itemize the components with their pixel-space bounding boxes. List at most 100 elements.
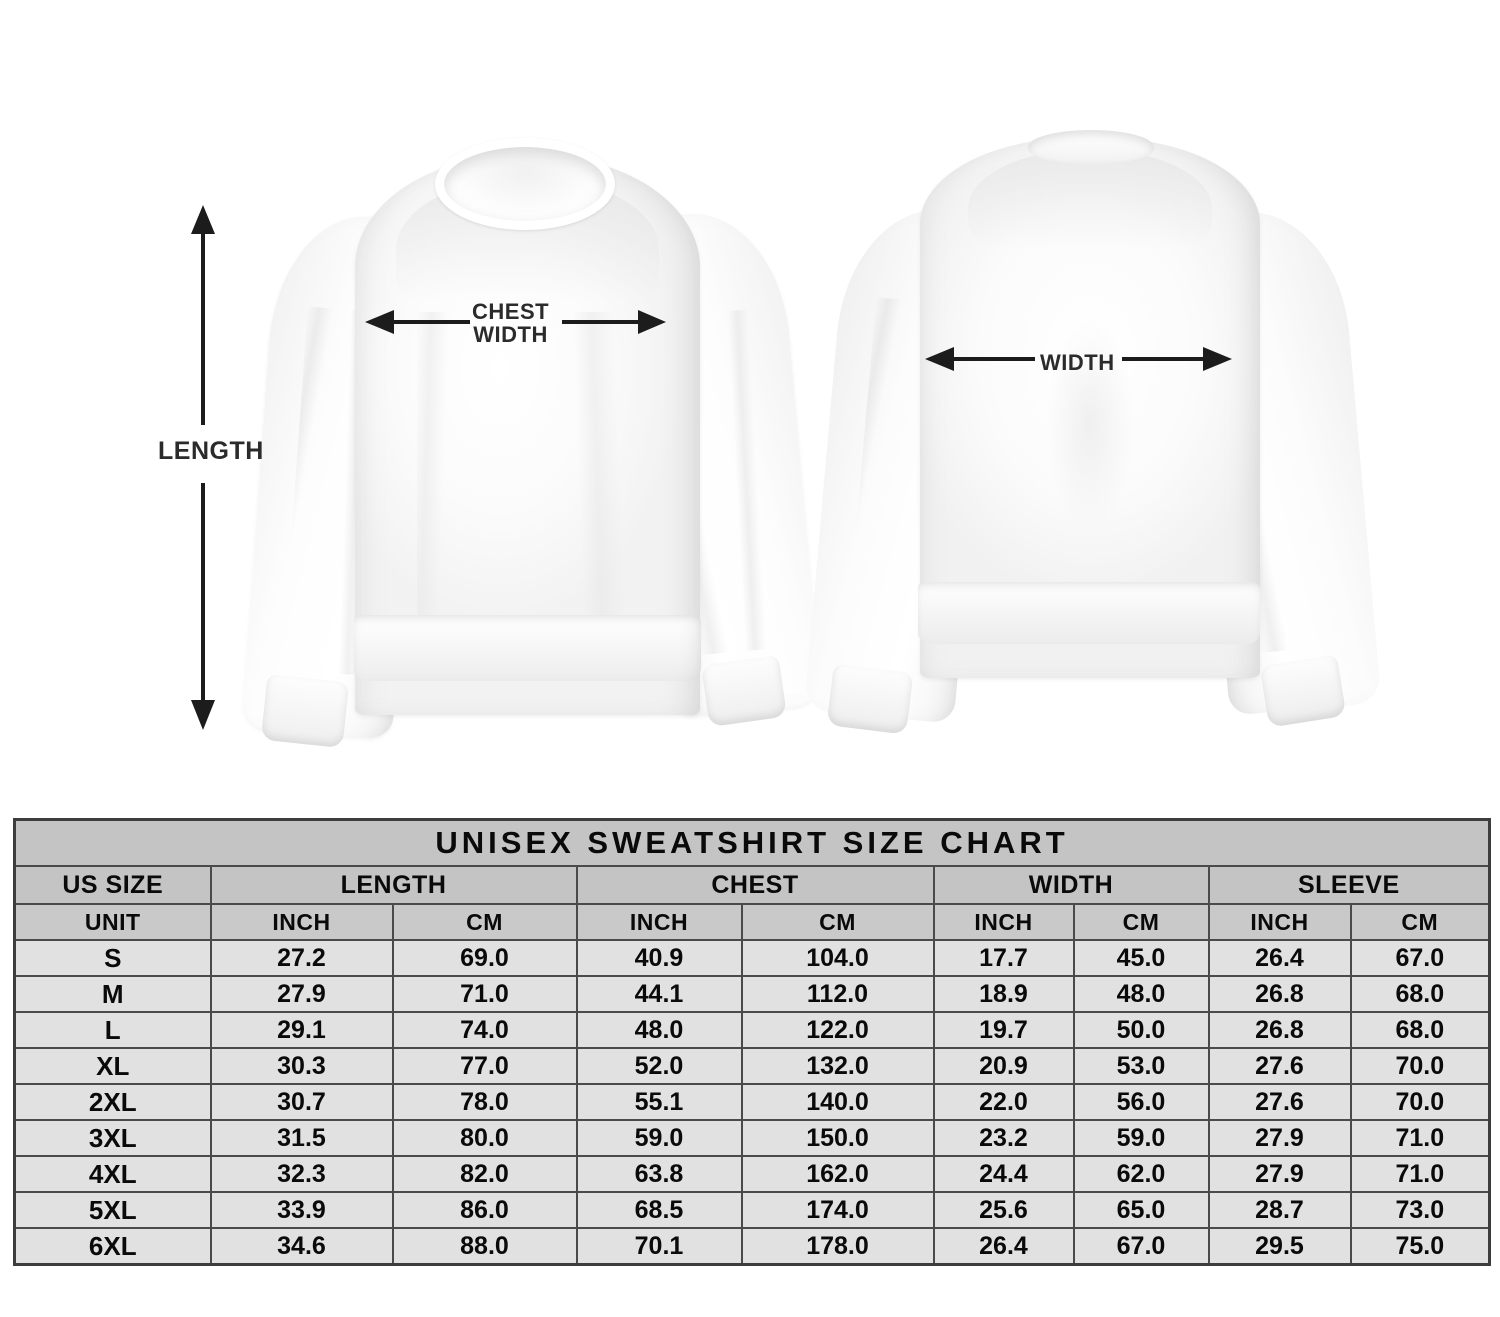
sweatshirt-back-view [804, 120, 1382, 740]
cell-length-cm: 86.0 [391, 1191, 578, 1229]
cell-length-cm: 80.0 [391, 1119, 578, 1157]
chest-width-label-line1: CHEST [472, 299, 550, 324]
cell-sleeve-cm: 71.0 [1349, 1119, 1491, 1157]
cell-length-cm: 88.0 [391, 1227, 578, 1266]
cell-sleeve-cm: 68.0 [1349, 1011, 1491, 1049]
cell-length-inch: 33.9 [209, 1191, 394, 1229]
table-row: 2XL 30.7 78.0 55.1 140.0 22.0 56.0 27.6 70.0 [13, 1083, 1491, 1121]
back-crewneck-collar [1028, 130, 1154, 164]
cell-width-inch: 22.0 [932, 1083, 1075, 1121]
cell-width-cm: 45.0 [1072, 939, 1210, 977]
cell-length-inch: 30.7 [209, 1083, 394, 1121]
cell-sleeve-inch: 27.9 [1207, 1155, 1352, 1193]
cell-width-cm: 48.0 [1072, 975, 1210, 1013]
chest-width-label: CHEST WIDTH [472, 300, 549, 346]
front-crewneck-collar [435, 138, 615, 230]
cell-width-inch: 20.9 [932, 1047, 1075, 1085]
header-width-cm: CM [1072, 903, 1210, 941]
cell-size: M [13, 975, 212, 1013]
cell-chest-cm: 174.0 [740, 1191, 935, 1229]
cell-chest-cm: 150.0 [740, 1119, 935, 1157]
table-row: 3XL 31.5 80.0 59.0 150.0 23.2 59.0 27.9 71.0 [13, 1119, 1491, 1157]
cell-width-cm: 59.0 [1072, 1119, 1210, 1157]
cell-width-cm: 53.0 [1072, 1047, 1210, 1085]
header-width-inch: INCH [932, 903, 1075, 941]
cell-sleeve-inch: 26.8 [1207, 975, 1352, 1013]
chart-body: S 27.2 69.0 40.9 104.0 17.7 45.0 26.4 67.0 M 27.9 7… [13, 939, 1491, 1266]
header-width: WIDTH [932, 865, 1210, 905]
front-right-cuff [701, 654, 787, 728]
table-row: L 29.1 74.0 48.0 122.0 19.7 50.0 26.8 68.0 [13, 1011, 1491, 1049]
cell-sleeve-cm: 75.0 [1349, 1227, 1491, 1266]
header-chest-inch: INCH [575, 903, 743, 941]
table-row: M 27.9 71.0 44.1 112.0 18.9 48.0 26.8 68.0 [13, 975, 1491, 1013]
header-sleeve-inch: INCH [1207, 903, 1352, 941]
cell-chest-inch: 68.5 [575, 1191, 743, 1229]
cell-width-inch: 17.7 [932, 939, 1075, 977]
cell-length-cm: 71.0 [391, 975, 578, 1013]
cell-chest-inch: 70.1 [575, 1227, 743, 1266]
cell-length-inch: 30.3 [209, 1047, 394, 1085]
cell-length-cm: 77.0 [391, 1047, 578, 1085]
table-row: S 27.2 69.0 40.9 104.0 17.7 45.0 26.4 67.0 [13, 939, 1491, 977]
front-left-cuff [260, 673, 350, 749]
cell-chest-cm: 104.0 [740, 939, 935, 977]
cell-sleeve-inch: 26.4 [1207, 939, 1352, 977]
cell-size: 5XL [13, 1191, 212, 1229]
cell-width-inch: 23.2 [932, 1119, 1075, 1157]
width-label: WIDTH [1040, 350, 1115, 375]
size-chart-container: UNISEX SWEATSHIRT SIZE CHART US SIZE LEN… [13, 818, 1492, 1266]
header-chest-cm: CM [740, 903, 935, 941]
cell-length-inch: 31.5 [209, 1119, 394, 1157]
table-row: 6XL 34.6 88.0 70.1 178.0 26.4 67.0 29.5 75.0 [13, 1227, 1491, 1266]
cell-sleeve-cm: 71.0 [1349, 1155, 1491, 1193]
length-label: LENGTH [158, 437, 264, 465]
cell-sleeve-inch: 27.6 [1207, 1047, 1352, 1085]
back-hem-band [918, 582, 1260, 644]
chart-group-header-row: US SIZE LENGTH CHEST WIDTH SLEEVE [13, 865, 1491, 905]
size-diagram-area: LENGTH CHEST WIDTH WIDTH [0, 0, 1500, 800]
cell-width-cm: 62.0 [1072, 1155, 1210, 1193]
cell-sleeve-inch: 28.7 [1207, 1191, 1352, 1229]
cell-chest-cm: 162.0 [740, 1155, 935, 1193]
cell-size: 6XL [13, 1227, 212, 1266]
cell-chest-cm: 132.0 [740, 1047, 935, 1085]
cell-width-inch: 24.4 [932, 1155, 1075, 1193]
chest-width-label-line2: WIDTH [473, 322, 548, 348]
cell-sleeve-cm: 68.0 [1349, 975, 1491, 1013]
cell-chest-inch: 40.9 [575, 939, 743, 977]
cell-chest-cm: 112.0 [740, 975, 935, 1013]
cell-sleeve-cm: 67.0 [1349, 939, 1491, 977]
cell-sleeve-inch: 26.8 [1207, 1011, 1352, 1049]
size-chart-table: UNISEX SWEATSHIRT SIZE CHART US SIZE LEN… [13, 818, 1492, 1266]
cell-sleeve-inch: 29.5 [1207, 1227, 1352, 1266]
cell-length-cm: 74.0 [391, 1011, 578, 1049]
cell-size: 2XL [13, 1083, 212, 1121]
header-length-cm: CM [391, 903, 578, 941]
header-sleeve: SLEEVE [1207, 865, 1491, 905]
cell-size: L [13, 1011, 212, 1049]
cell-width-cm: 56.0 [1072, 1083, 1210, 1121]
cell-width-cm: 65.0 [1072, 1191, 1210, 1229]
cell-size: S [13, 939, 212, 977]
cell-width-inch: 25.6 [932, 1191, 1075, 1229]
length-arrow [191, 205, 215, 730]
cell-sleeve-inch: 27.9 [1207, 1119, 1352, 1157]
header-unit: UNIT [13, 903, 212, 941]
cell-chest-cm: 140.0 [740, 1083, 935, 1121]
cell-size: 3XL [13, 1119, 212, 1157]
chart-title: UNISEX SWEATSHIRT SIZE CHART [13, 818, 1491, 867]
chart-unit-header-row: UNIT INCH CM INCH CM INCH CM INCH CM [13, 903, 1491, 941]
cell-chest-inch: 52.0 [575, 1047, 743, 1085]
cell-length-inch: 27.2 [209, 939, 394, 977]
cell-sleeve-cm: 70.0 [1349, 1083, 1491, 1121]
cell-length-cm: 82.0 [391, 1155, 578, 1193]
cell-size: 4XL [13, 1155, 212, 1193]
cell-width-inch: 19.7 [932, 1011, 1075, 1049]
chart-title-row: UNISEX SWEATSHIRT SIZE CHART [13, 818, 1491, 867]
cell-length-cm: 69.0 [391, 939, 578, 977]
table-row: XL 30.3 77.0 52.0 132.0 20.9 53.0 27.6 70.0 [13, 1047, 1491, 1085]
cell-sleeve-cm: 70.0 [1349, 1047, 1491, 1085]
header-chest: CHEST [575, 865, 935, 905]
cell-length-inch: 32.3 [209, 1155, 394, 1193]
